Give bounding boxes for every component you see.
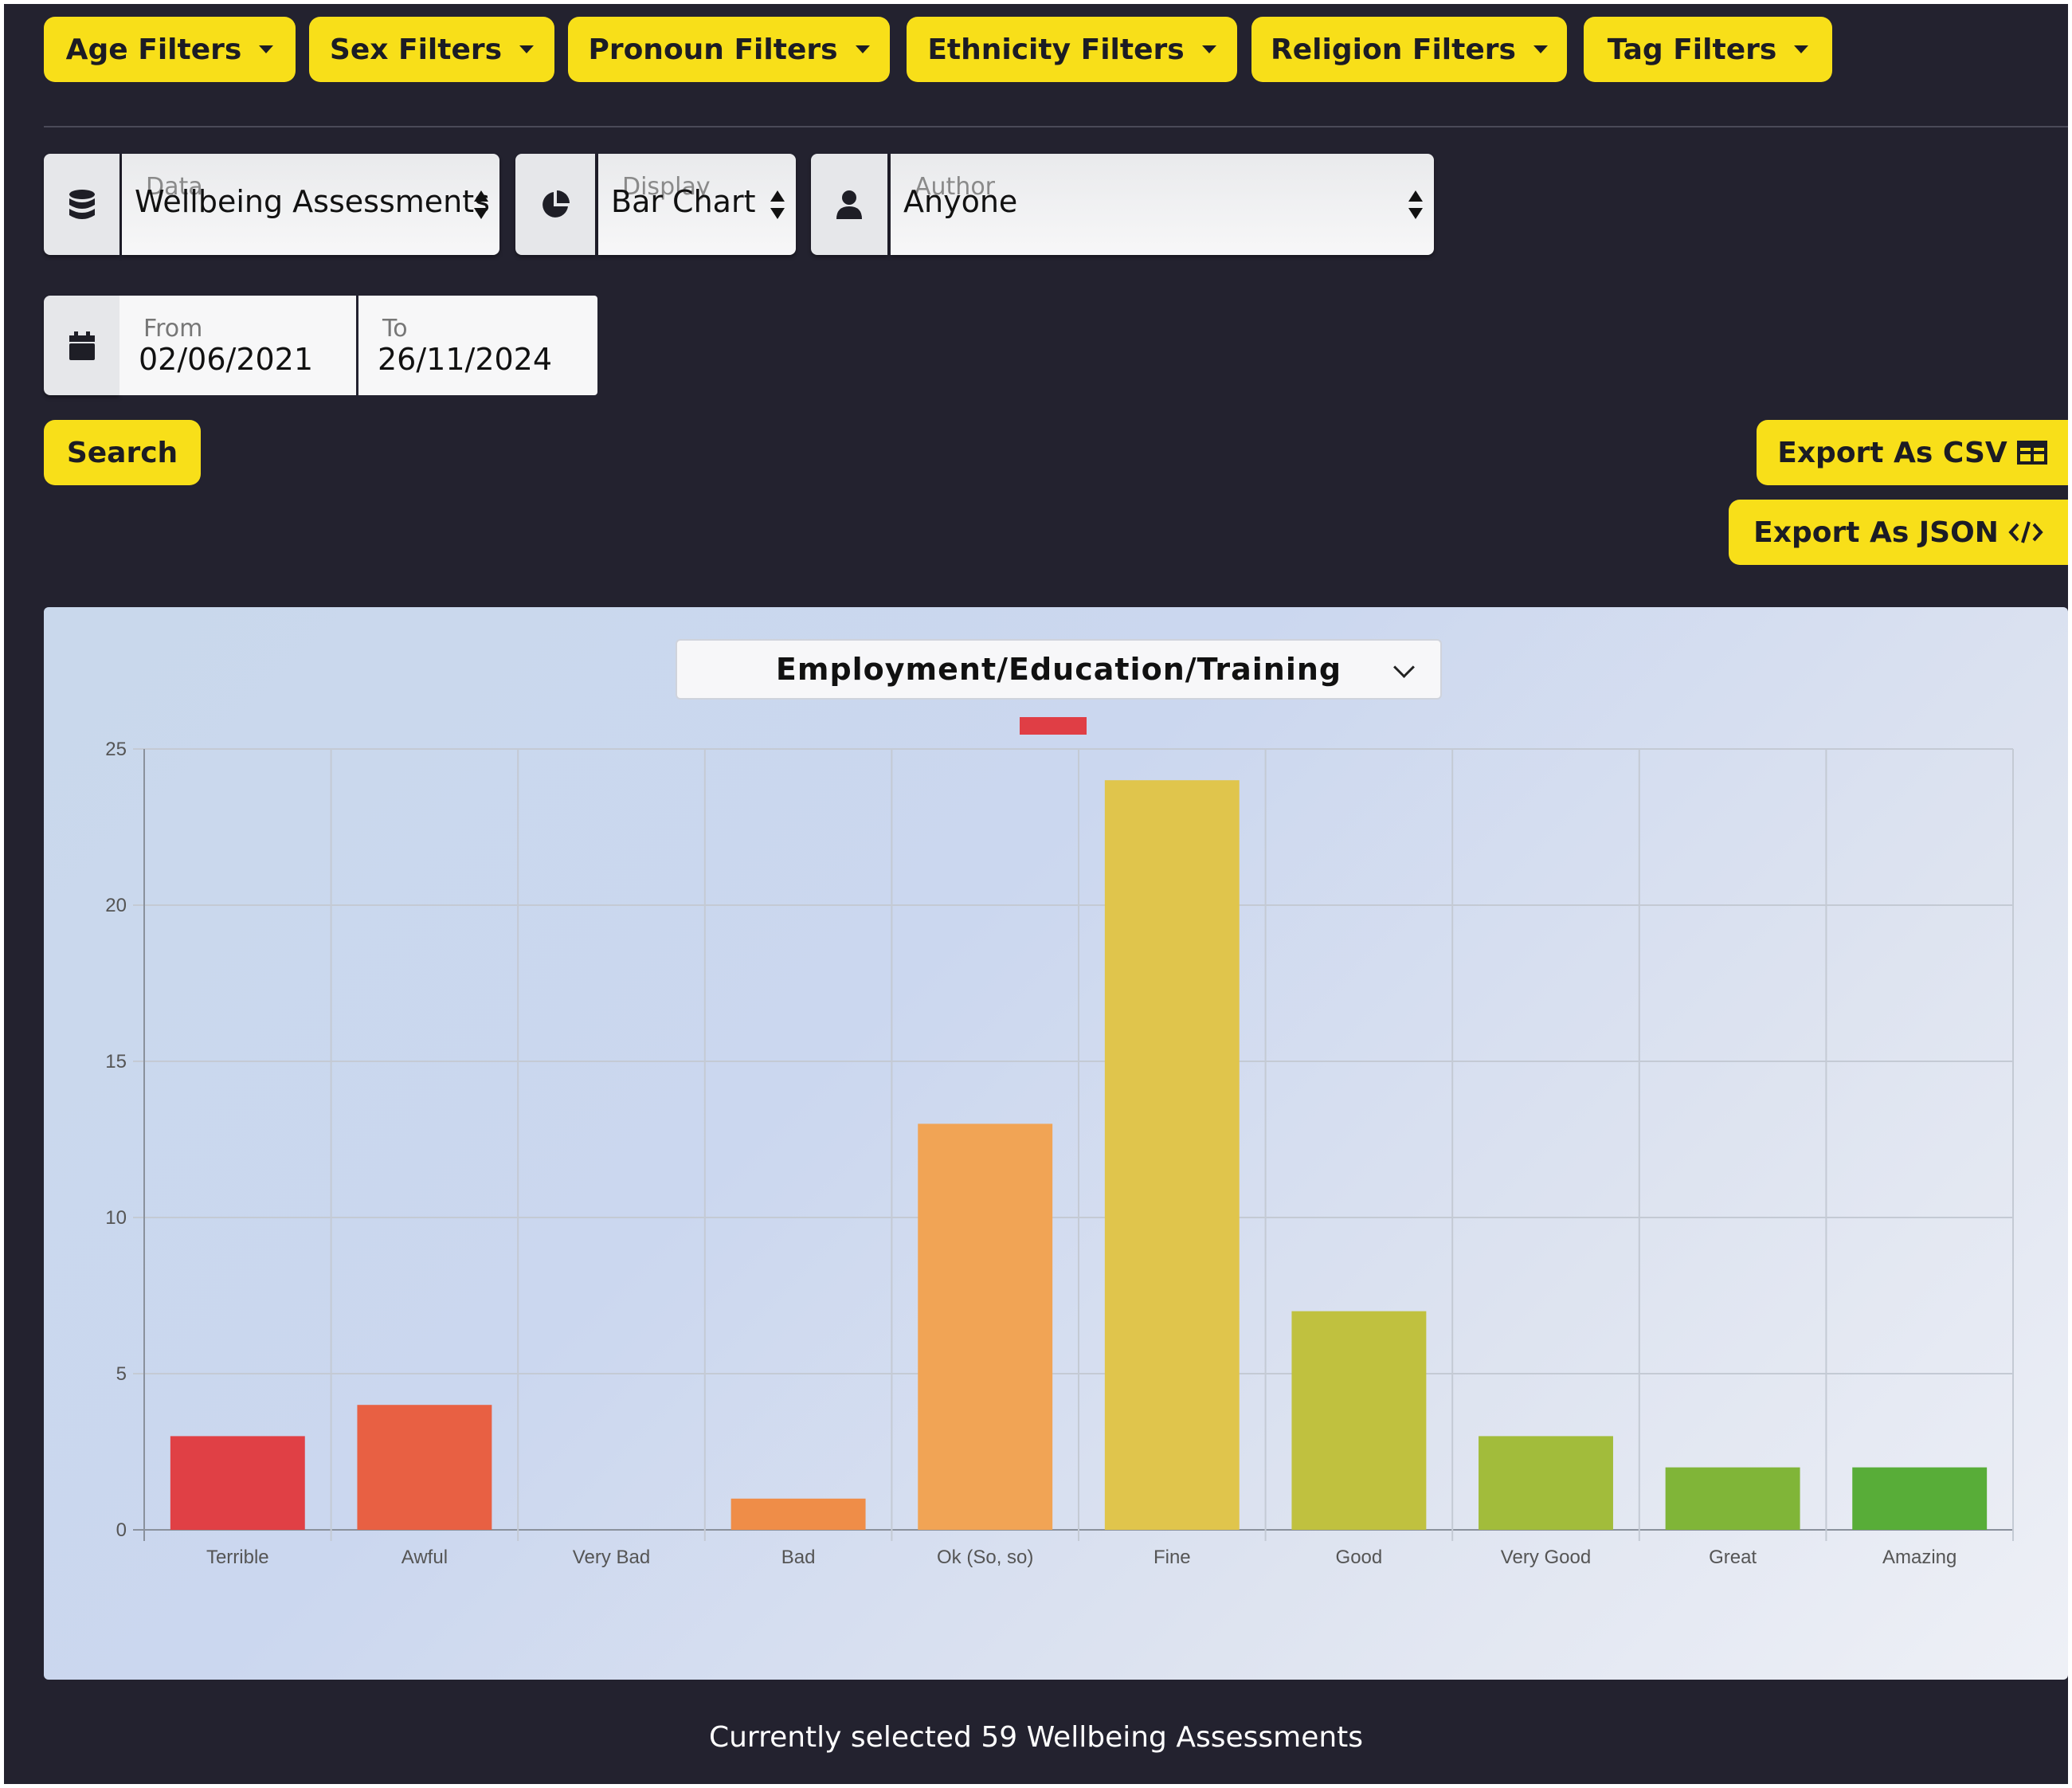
y-tick-label: 15	[105, 1051, 127, 1072]
code-icon	[2008, 520, 2043, 544]
pie-chart-icon	[515, 154, 595, 255]
export-json-label: Export As JSON	[1753, 516, 1999, 549]
to-date-value: 26/11/2024	[378, 342, 553, 377]
chart-category-select[interactable]: Employment/Education/Training	[676, 639, 1442, 700]
bar-good[interactable]	[1291, 1311, 1427, 1530]
bar-very-good[interactable]	[1479, 1436, 1613, 1530]
x-tick-label: Amazing	[1882, 1547, 1956, 1568]
caret-down-icon	[1201, 45, 1216, 53]
bar-awful[interactable]	[357, 1405, 492, 1530]
pronoun-filters-label: Pronoun Filters	[588, 33, 838, 66]
age-filters-label: Age Filters	[65, 33, 242, 66]
selection-summary: Currently selected 59 Wellbeing Assessme…	[708, 1721, 1364, 1754]
x-tick-label: Fine	[1154, 1547, 1191, 1568]
sort-arrows-icon	[474, 190, 488, 219]
tag-filters-label: Tag Filters	[1607, 33, 1777, 66]
tag-filters-button[interactable]: Tag Filters	[1584, 17, 1832, 82]
x-tick-label: Good	[1336, 1547, 1383, 1568]
age-filters-button[interactable]: Age Filters	[44, 17, 296, 82]
from-date-value: 02/06/2021	[139, 342, 314, 377]
religion-filters-button[interactable]: Religion Filters	[1251, 17, 1567, 82]
sort-arrows-icon	[770, 190, 785, 219]
export-csv-button[interactable]: Export As CSV	[1757, 420, 2068, 485]
user-icon	[811, 154, 887, 255]
display-select-group: Display Bar Chart	[515, 154, 796, 255]
ethnicity-filters-label: Ethnicity Filters	[927, 33, 1185, 66]
bar-great[interactable]	[1665, 1467, 1800, 1530]
ethnicity-filters-button[interactable]: Ethnicity Filters	[907, 17, 1237, 82]
legend-swatch	[1020, 717, 1087, 735]
bar-bad[interactable]	[730, 1498, 866, 1530]
database-icon	[44, 154, 119, 255]
data-select-value: Wellbeing Assessments	[135, 184, 490, 219]
app-root: Age Filters Sex Filters Pronoun Filters …	[4, 4, 2068, 1784]
sort-arrows-icon	[1408, 190, 1423, 219]
to-date-input[interactable]: To 26/11/2024	[358, 296, 597, 395]
author-select-label: Author	[915, 173, 996, 201]
data-select[interactable]: Data Wellbeing Assessments	[122, 154, 499, 255]
x-tick-label: Great	[1709, 1547, 1757, 1568]
x-tick-label: Terrible	[206, 1547, 269, 1568]
caret-down-icon	[1794, 45, 1809, 53]
caret-down-icon	[1533, 45, 1548, 53]
divider	[44, 126, 2068, 127]
author-select[interactable]: Author Anyone	[891, 154, 1434, 255]
search-button-label: Search	[66, 436, 178, 469]
calendar-icon	[44, 296, 119, 395]
y-tick-label: 25	[105, 739, 127, 760]
display-select[interactable]: Display Bar Chart	[598, 154, 796, 255]
bar-terrible[interactable]	[170, 1436, 305, 1530]
pronoun-filters-button[interactable]: Pronoun Filters	[568, 17, 890, 82]
from-date-input[interactable]: From 02/06/2021	[119, 296, 356, 395]
y-tick-label: 10	[105, 1207, 127, 1229]
to-date-label: To	[382, 315, 408, 343]
bar-chart: 0 5 10 15 20 25 Terrible Awful Very Bad Bad Ok (So…	[105, 739, 2014, 1568]
bar-amazing[interactable]	[1852, 1467, 1988, 1530]
search-button[interactable]: Search	[44, 420, 201, 485]
x-tick-label: Bad	[781, 1547, 816, 1568]
author-select-group: Author Anyone	[811, 154, 1434, 255]
caret-down-icon	[855, 45, 870, 53]
sex-filters-button[interactable]: Sex Filters	[309, 17, 554, 82]
chart-panel: Employment/Education/Training 0 5 10 15 20 25…	[44, 607, 2068, 1680]
author-select-value: Anyone	[903, 184, 1018, 219]
x-tick-label: Ok (So, so)	[937, 1547, 1033, 1568]
bar-fine[interactable]	[1104, 780, 1240, 1530]
table-icon	[2016, 441, 2047, 465]
y-tick-label: 0	[116, 1519, 127, 1541]
bar-ok-so-so[interactable]	[918, 1123, 1053, 1530]
x-tick-label: Very Bad	[573, 1547, 650, 1568]
sex-filters-label: Sex Filters	[329, 33, 503, 66]
caret-down-icon	[259, 45, 274, 53]
x-tick-label: Awful	[401, 1547, 448, 1568]
export-json-button[interactable]: Export As JSON	[1729, 500, 2068, 565]
caret-down-icon	[519, 45, 535, 53]
chart-category-value: Employment/Education/Training	[775, 652, 1342, 687]
y-tick-label: 20	[105, 895, 127, 916]
x-tick-label: Very Good	[1501, 1547, 1591, 1568]
from-date-label: From	[143, 315, 203, 343]
display-select-value: Bar Chart	[611, 184, 756, 219]
y-tick-label: 5	[116, 1363, 127, 1385]
religion-filters-label: Religion Filters	[1271, 33, 1516, 66]
display-select-label: Display	[622, 173, 711, 201]
export-csv-label: Export As CSV	[1777, 436, 2007, 469]
data-select-label: Data	[146, 173, 203, 201]
data-select-group: Data Wellbeing Assessments	[44, 154, 499, 255]
